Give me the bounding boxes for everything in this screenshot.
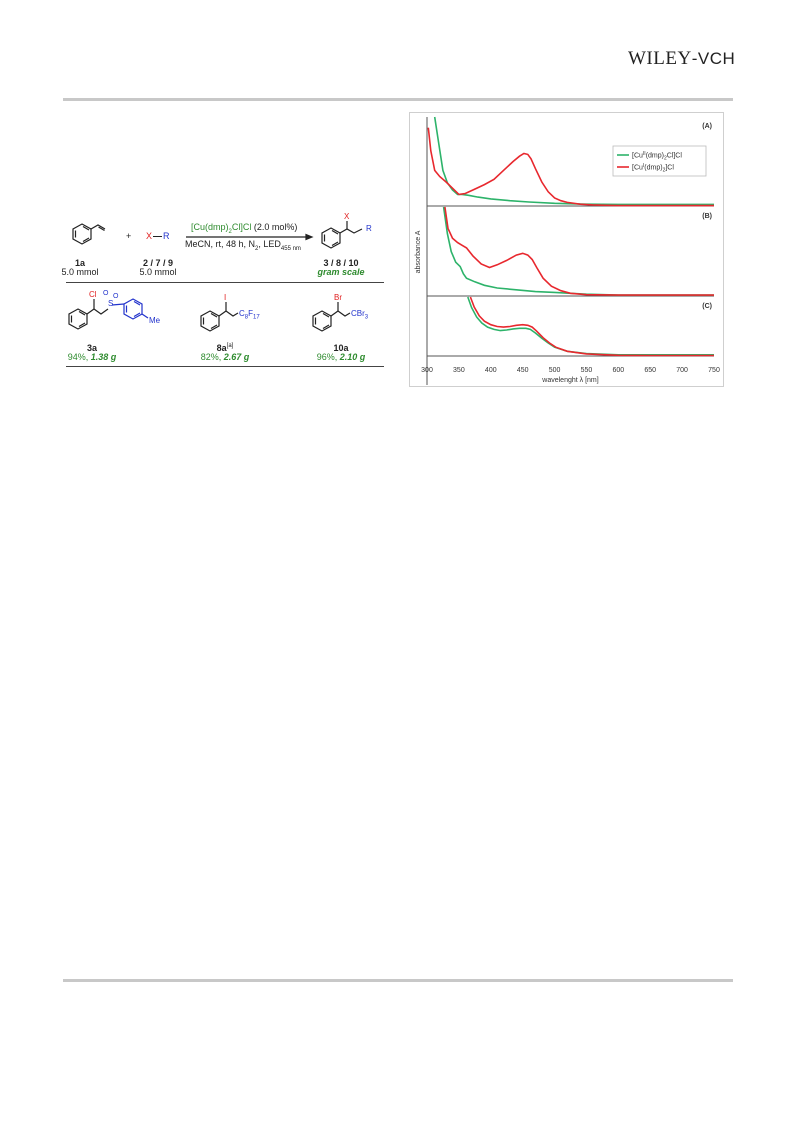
product-note: gram scale (317, 267, 365, 277)
reagent-x: X (146, 231, 153, 241)
x-tick-350: 350 (453, 367, 465, 374)
x-tick-450: 450 (517, 367, 529, 374)
panel-2-series-1 (442, 206, 714, 296)
catalyst-text: [Cu(dmp)2Cl]Cl (2.0 mol%) (191, 222, 298, 235)
reactant2-label: 2 / 7 / 9 (142, 258, 174, 268)
product-structure (321, 221, 363, 249)
panel-label-2: (B) (702, 213, 712, 220)
3a-cl: Cl (89, 290, 97, 299)
scheme-divider (66, 282, 384, 283)
footer-rule (63, 979, 733, 982)
header-rule (63, 98, 733, 101)
x-axis-label: wavelenght λ [nm] (541, 377, 598, 384)
x-tick-500: 500 (549, 367, 561, 374)
y-axis-label: absorbance A (415, 230, 422, 273)
panel-2-series-2 (444, 206, 714, 296)
panel-1-series-1 (433, 116, 714, 206)
entry-3a-yield: 94%, 1.38 g (67, 352, 117, 362)
publisher-logo: WILEY-VCH (628, 48, 735, 70)
3a-me: Me (149, 316, 161, 325)
3a-o2: O (113, 293, 119, 300)
x-tick-750: 750 (708, 367, 720, 374)
scheme-structures (68, 221, 363, 332)
x-tick-550: 550 (581, 367, 593, 374)
entry-3a-label: 3a (86, 343, 98, 353)
panel-1-series-2 (427, 127, 714, 207)
x-tick-700: 700 (676, 367, 688, 374)
10a-br: Br (334, 293, 342, 302)
panel-label-3: (C) (702, 303, 712, 310)
uv-vis-chart: (A) (B) (C) 300 350 400 450 500 550 600 650 700 750 w… (415, 116, 720, 385)
8a-r: C8F17 (239, 309, 260, 321)
panel-3-series-1 (467, 296, 714, 356)
x-tick-650: 650 (644, 367, 656, 374)
3a-s: S (108, 299, 114, 308)
product-x: X (344, 212, 350, 221)
conditions-text: MeCN, rt, 48 h, N2, LED455 nm (185, 239, 301, 252)
10a-r: CBr3 (351, 309, 369, 321)
publisher-logo-part1: WILEY (628, 48, 692, 69)
compound-3a-structure (68, 298, 149, 330)
uv-vis-figure (409, 112, 724, 387)
plus-sign: + (126, 231, 132, 241)
publisher-logo-part2: -VCH (691, 49, 736, 68)
reactant1-label: 1a (74, 258, 86, 268)
x-tick-600: 600 (612, 367, 624, 374)
styrene-structure (72, 223, 106, 245)
compound-8a-structure (200, 302, 239, 332)
entry-10a-yield: 96%, 2.10 g (316, 352, 366, 362)
reactant1-amount: 5.0 mmol (61, 267, 99, 277)
entry-10a-label: 10a (333, 343, 349, 353)
reactant2-amount: 5.0 mmol (139, 267, 177, 277)
x-tick-300: 300 (421, 367, 433, 374)
product-label: 3 / 8 / 10 (323, 258, 359, 268)
product-r: R (366, 224, 372, 233)
legend-entry-1: [CuII(dmp)2Cl]Cl (632, 151, 682, 162)
entry-8a-yield: 82%, 2.67 g (200, 352, 250, 362)
panel-label-1: (A) (702, 123, 712, 130)
compound-10a-structure (312, 302, 351, 332)
scheme-bottom-rule (66, 366, 384, 367)
x-tick-400: 400 (485, 367, 497, 374)
entry-8a-label: 8a[a] (216, 343, 234, 353)
legend-box (612, 145, 707, 177)
panel-3-series-2 (469, 296, 714, 357)
8a-i: I (224, 293, 227, 302)
reagent-r: R (163, 231, 170, 241)
3a-o1: O (103, 290, 109, 297)
legend-entry-2: [CuI(dmp)2]Cl (632, 163, 674, 174)
